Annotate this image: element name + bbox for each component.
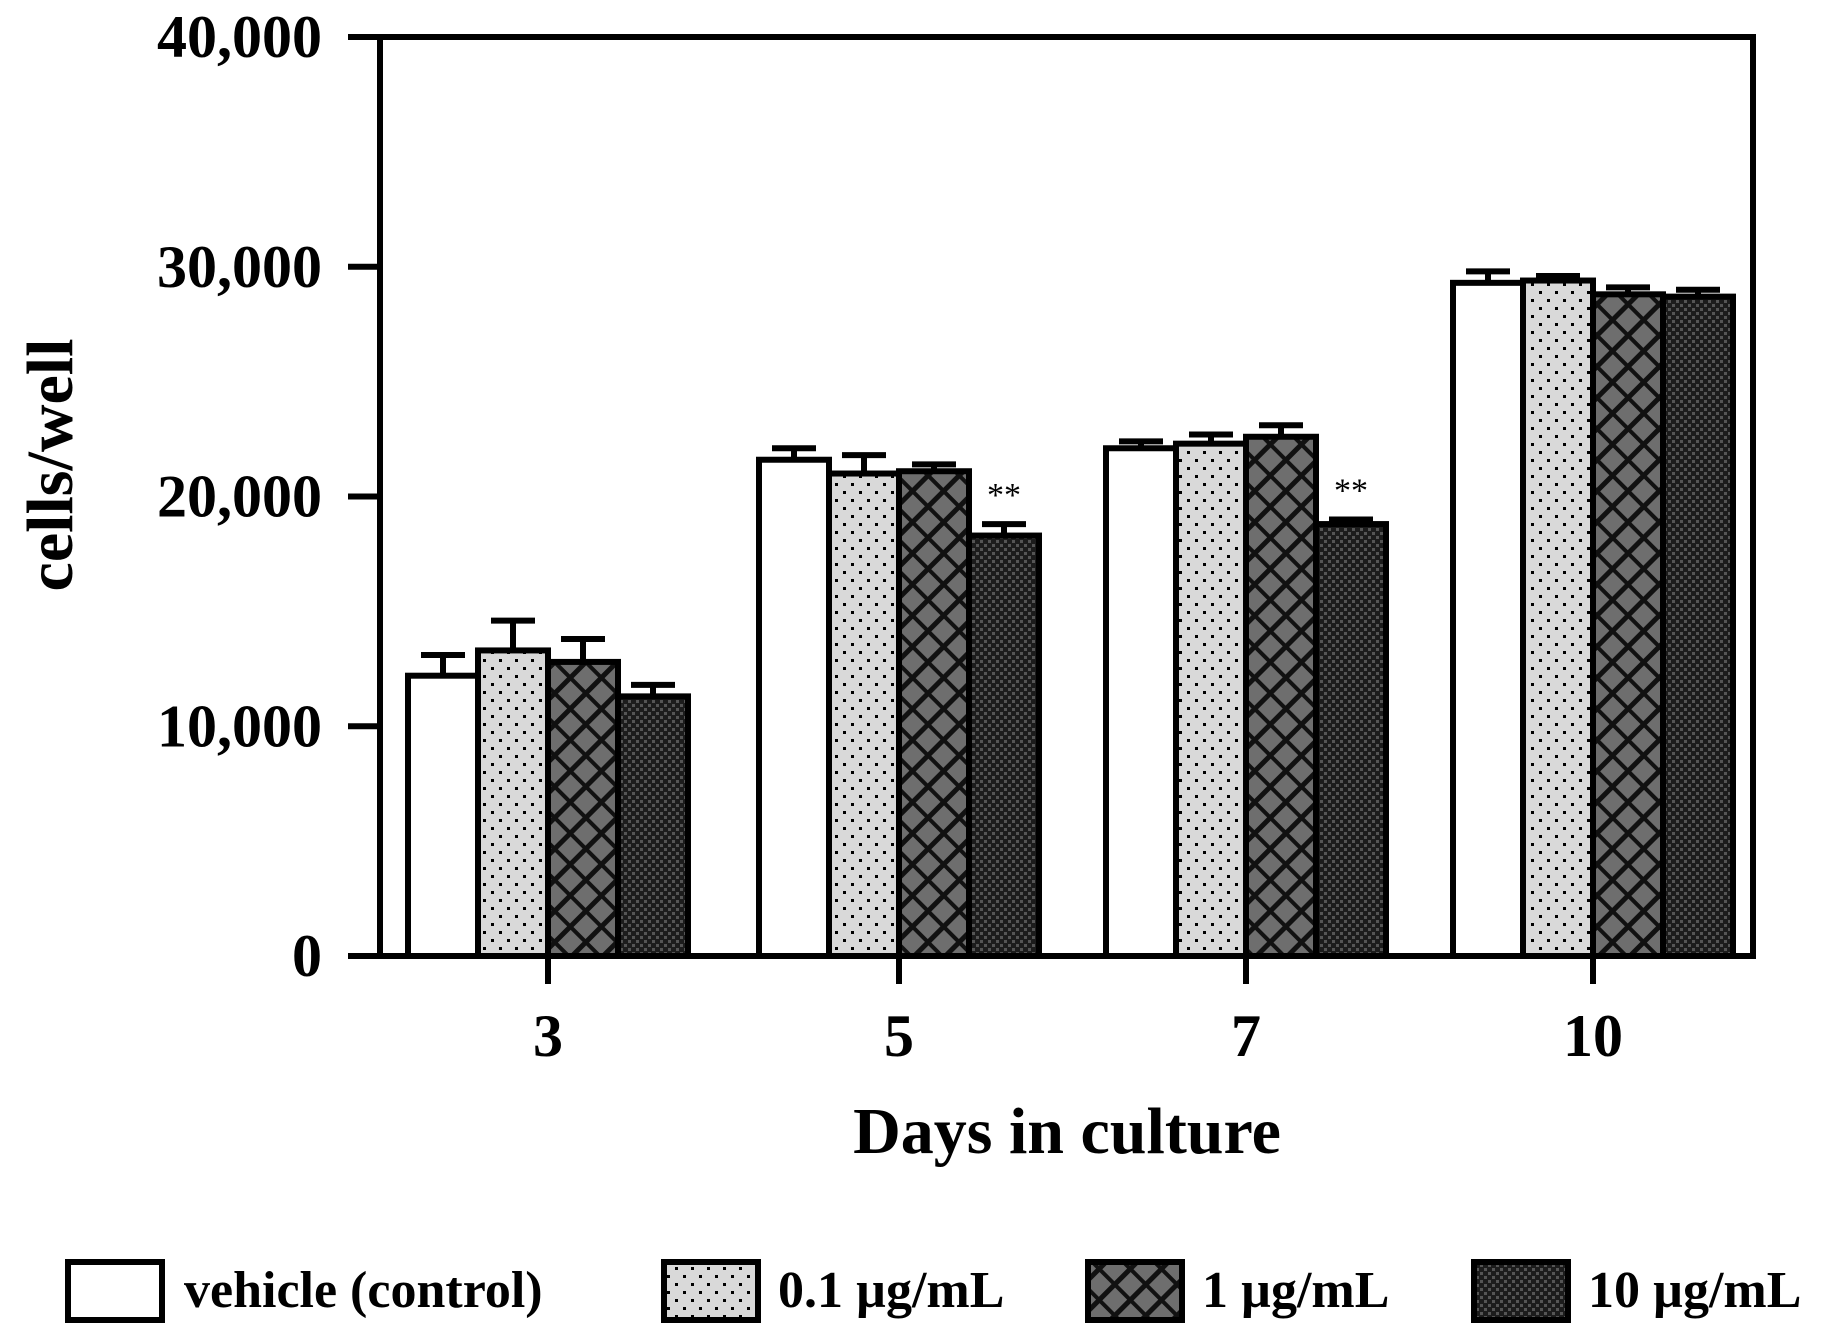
bar-hatch-day-10 [1590, 291, 1666, 959]
bar-dots-day-7 [1173, 440, 1249, 960]
bar-dots-day-3 [475, 647, 551, 959]
y-tick-label: 20,000 [157, 464, 322, 530]
legend-label: 0.1 µg/mL [778, 1262, 1004, 1319]
y-axis: 0 10,000 20,000 30,000 40,000 [157, 4, 380, 989]
bar-hatch-day-5 [896, 468, 972, 959]
y-tick-label: 30,000 [157, 234, 322, 300]
bar-dots-day-10 [1520, 277, 1596, 960]
x-tick-label: 3 [533, 1003, 563, 1069]
y-axis-title: cells/well [14, 339, 87, 592]
legend-swatch-white [65, 1259, 165, 1323]
x-tick-label: 7 [1231, 1003, 1261, 1069]
bar-checker-day-5 [966, 532, 1042, 959]
legend-swatch-dots [661, 1259, 761, 1323]
bar-checker-day-10 [1660, 293, 1736, 959]
bar-checker-day-3 [615, 693, 691, 959]
bar-hatch-day-7 [1243, 433, 1319, 959]
y-tick-label: 0 [292, 923, 322, 989]
y-tick-label: 40,000 [157, 4, 322, 70]
legend-swatch-hatch [1085, 1259, 1185, 1323]
legend-label: 10 µg/mL [1588, 1262, 1801, 1319]
x-axis: 3 5 7 10 [533, 956, 1623, 1069]
legend-label: vehicle (control) [184, 1262, 543, 1319]
significance-marker: ** [987, 477, 1021, 514]
bar-dots-day-5 [826, 470, 902, 959]
significance-marker: ** [1334, 472, 1368, 509]
bars [405, 268, 1736, 960]
legend-label: 1 µg/mL [1202, 1262, 1389, 1319]
x-axis-title: Days in culture [853, 1095, 1281, 1168]
bar-hatch-day-3 [545, 658, 621, 959]
x-tick-label: 10 [1563, 1003, 1623, 1069]
bar-checker-day-7 [1313, 521, 1389, 959]
legend: vehicle (control) 0.1 µg/mL 1 µg/mL 10 µg/m… [65, 1259, 1801, 1323]
bar-white-day-3 [405, 672, 481, 960]
x-tick-label: 5 [884, 1003, 914, 1069]
y-tick-label: 10,000 [157, 693, 322, 759]
bar-white-day-10 [1450, 279, 1526, 959]
annotations: ** ** [987, 472, 1368, 514]
legend-swatch-checker [1471, 1259, 1571, 1323]
bar-white-day-5 [756, 456, 832, 959]
bar-white-day-7 [1103, 445, 1179, 959]
